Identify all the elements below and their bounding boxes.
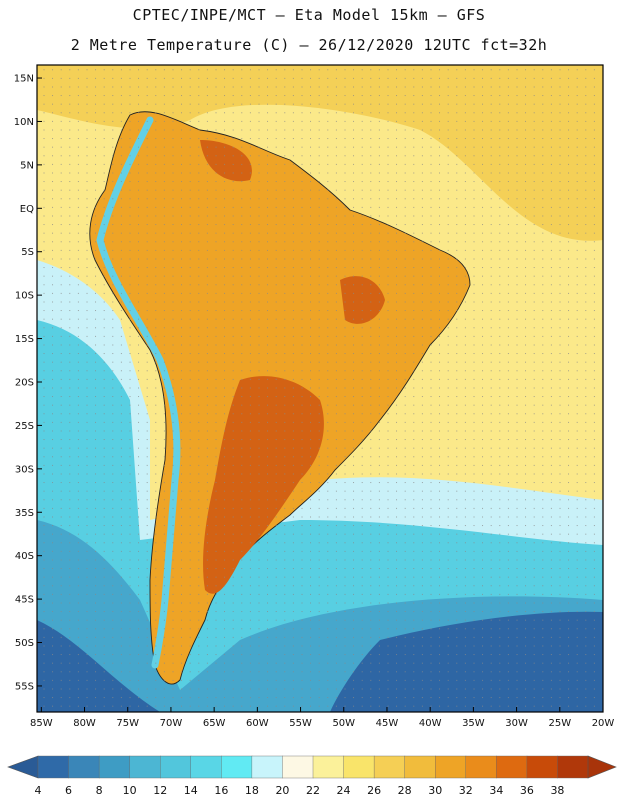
lat-tick-label: 20S [15,377,34,388]
colorbar-swatch [435,755,467,779]
colorbar-label: 30 [428,784,442,797]
latitude-axis: 15N 10N 5N EQ 5S 10S 15S 20S 25S 30S 35S 40S 45S 50S 5… [14,74,42,692]
colorbar-label: 24 [337,784,351,797]
lat-tick-label: 40S [15,551,34,562]
colorbar-low-arrow [7,755,39,779]
lat-tick-label: 45S [15,595,34,606]
lon-tick-label: 65W [203,718,226,729]
colorbar-label: 16 [214,784,228,797]
colorbar-label: 28 [398,784,412,797]
colorbar-swatch [557,755,589,779]
lat-tick-label: 25S [15,421,34,432]
colorbar-swatch [160,755,192,779]
colorbar-swatch [190,755,222,779]
colorbar-label: 20 [275,784,289,797]
colorbar-swatch [373,755,406,779]
lat-tick-label: 5S [21,247,34,258]
colorbar-swatch [343,755,375,779]
colorbar-label: 22 [306,784,320,797]
colorbar-label: 4 [35,784,42,797]
lat-tick-label: 15N [14,74,34,85]
colorbar-label: 32 [459,784,473,797]
colorbar-swatch [312,755,345,779]
lat-tick-label: 55S [15,681,34,692]
map-frame [36,64,604,713]
colorbar-swatch [37,755,70,779]
lon-tick-label: 45W [376,718,399,729]
colorbar-label: 12 [153,784,167,797]
colorbar-swatch [526,755,558,779]
colorbar-swatch [129,755,161,779]
colorbar-label: 10 [123,784,137,797]
lon-tick-label: 20W [592,718,615,729]
lon-tick-label: 75W [116,718,139,729]
lat-tick-label: 10S [15,291,34,302]
lon-tick-label: 25W [548,718,571,729]
colorbar-label: 14 [184,784,198,797]
lon-tick-label: 60W [246,718,269,729]
colorbar-label: 34 [489,784,503,797]
lon-tick-label: 55W [289,718,312,729]
map-title-line2: 2 Metre Temperature (C) – 26/12/2020 12U… [70,36,548,54]
lat-tick-label: 35S [15,508,34,519]
colorbar-label: 8 [96,784,103,797]
temperature-field [37,65,603,712]
map-title-line1: CPTEC/INPE/MCT – Eta Model 15km – GFS [132,6,486,24]
colorbar-swatch [251,755,283,779]
lon-tick-label: 70W [160,718,183,729]
lat-tick-label: 50S [15,638,34,649]
dot-grid [37,65,603,712]
lat-tick-label: 10N [14,117,34,128]
colorbar-swatch [68,755,100,779]
colorbar-swatch [404,755,436,779]
lat-tick-label: 15S [15,334,34,345]
colorbar-swatch [282,755,314,779]
colorbar-label: 18 [245,784,259,797]
colorbar-swatch [98,755,131,779]
temperature-colorbar: 4 6 8 10 12 14 16 18 20 22 24 26 28 30 32 34 36 38 [7,755,617,797]
lon-tick-label: 50W [332,718,355,729]
colorbar-label: 26 [367,784,381,797]
lon-tick-label: 40W [419,718,442,729]
colorbar-swatch [465,755,497,779]
lat-tick-label: 30S [15,464,34,475]
colorbar-swatch [221,755,253,779]
colorbar-swatch [496,755,528,779]
lon-tick-label: 30W [505,718,528,729]
colorbar-label: 38 [550,784,564,797]
longitude-axis: 85W 80W 75W 70W 65W 60W 55W 50W 45W 40W 35W 30W 25W 2… [30,707,614,729]
colorbar-label: 6 [65,784,72,797]
lon-tick-label: 80W [73,718,96,729]
lat-tick-label: EQ [20,204,34,215]
lat-tick-label: 5N [20,160,34,171]
colorbar-high-arrow [587,755,617,779]
colorbar-label: 36 [520,784,534,797]
lon-tick-label: 35W [462,718,485,729]
lon-tick-label: 85W [30,718,53,729]
